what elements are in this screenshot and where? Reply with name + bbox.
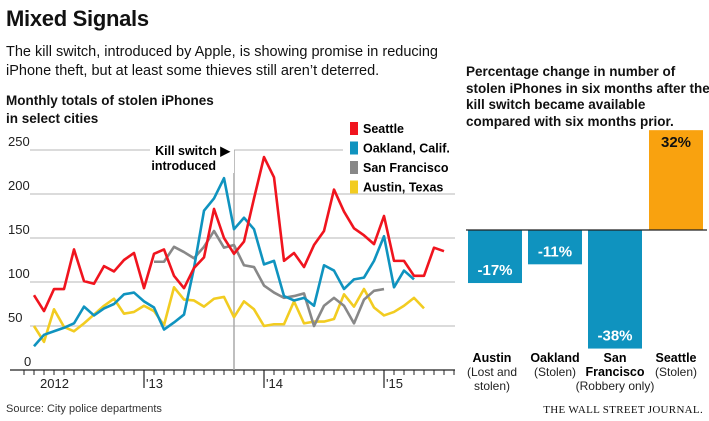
bar-value-label: -11% (538, 243, 572, 260)
line-chart-title-1: Monthly totals of stolen iPhones (6, 93, 214, 108)
category-label: San (604, 351, 627, 365)
bar-san (588, 230, 642, 349)
category-label: Austin (473, 351, 512, 365)
legend-swatch (350, 141, 358, 155)
bar-value-label: -17% (477, 262, 512, 279)
bar-value-label: -38% (597, 328, 632, 345)
x-tick-label: 2012 (40, 376, 69, 391)
subtitle-line-2: iPhone theft, but at least some thieves … (6, 63, 380, 79)
bar-chart-title-2: stolen iPhones in six months after the (466, 80, 709, 96)
y-tick-label: 200 (8, 178, 30, 193)
category-note: (Stolen) (655, 365, 697, 379)
series-line-seattle (32, 155, 445, 313)
x-tick-label: '13 (146, 376, 163, 391)
category-label: Oakland (530, 351, 579, 365)
category-note: stolen) (474, 379, 510, 393)
annotation-background (150, 141, 234, 173)
subtitle-line-1: The kill switch, introduced by Apple, is… (6, 44, 438, 60)
legend-label: Seattle (363, 122, 404, 136)
legend-label: Austin, Texas (363, 181, 443, 195)
category-label: Seattle (656, 351, 697, 365)
category-note: (Stolen) (534, 365, 576, 379)
bar-chart: -17%Austin(Lost andstolen)-11%Oakland(St… (466, 130, 707, 393)
category-label: Francisco (585, 365, 644, 379)
bar-austin (468, 230, 522, 284)
line-chart-title-2: in select cities (6, 111, 99, 126)
legend-label: San Francisco (363, 161, 449, 175)
bar-chart-title-3: kill switch became available (466, 97, 646, 112)
source-note: Source: City police departments (6, 403, 162, 415)
line-chart: 0 50 100 150 200 250 2012 '13 '14 '15 Kill switch … (8, 122, 455, 391)
bar-chart-title-1: Percentage change in number of (466, 64, 676, 79)
y-tick-label: 0 (24, 354, 31, 369)
category-note: (Lost and (467, 365, 517, 379)
y-tick-label: 100 (8, 266, 30, 281)
bar-value-label: 32% (661, 134, 691, 151)
bar-seattle (649, 130, 703, 230)
y-tick-label: 50 (8, 310, 22, 325)
x-tick-label: '15 (386, 376, 403, 391)
series-line-austin-texas (32, 285, 425, 344)
bar-oakland (528, 230, 582, 265)
bar-chart-title-4: compared with six months prior. (466, 113, 674, 129)
kill-switch-label: introduced (151, 159, 216, 173)
series-line-oakland-calif (33, 176, 415, 348)
category-note: (Robbery only) (576, 379, 655, 393)
page-title: Mixed Signals (6, 6, 149, 31)
publisher-logo: THE WALL STREET JOURNAL. (543, 404, 703, 416)
legend-swatch (350, 180, 358, 194)
legend-swatch (350, 122, 358, 135)
y-tick-label: 250 (8, 134, 30, 149)
legend-label: Oakland, Calif. (363, 142, 450, 156)
kill-switch-label: Kill switch ▶ (155, 144, 231, 158)
series-line-san-francisco (154, 229, 385, 328)
y-tick-label: 150 (8, 222, 30, 237)
x-tick-label: '14 (266, 376, 283, 391)
legend-swatch (350, 161, 358, 174)
